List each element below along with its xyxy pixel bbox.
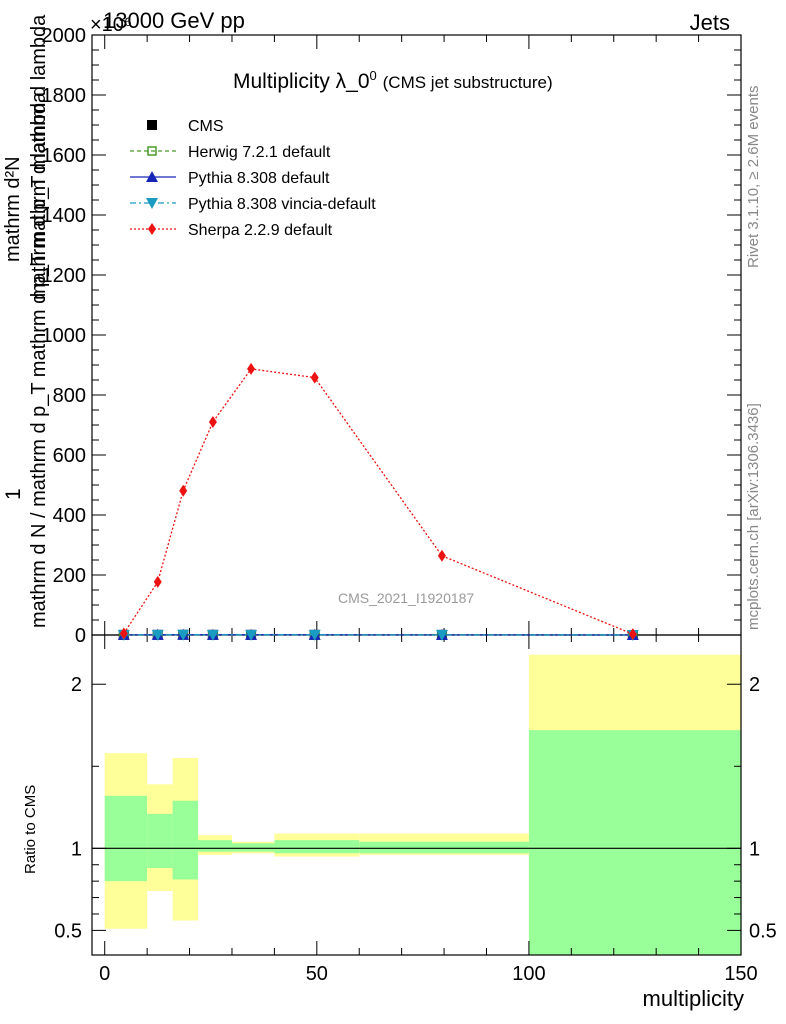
y-tick-label: 1200 (42, 265, 87, 287)
y-label-top-line1: mathrm d²N (2, 156, 24, 262)
x-tick-label: 100 (512, 963, 545, 985)
y-tick-label: 200 (53, 565, 86, 587)
series-4 (119, 362, 637, 641)
y-tick-label: 1400 (42, 205, 87, 227)
analysis-watermark: CMS_2021_I1920187 (338, 590, 475, 606)
series-3 (117, 629, 639, 641)
y-tick-label: 1000 (42, 325, 87, 347)
y-tick-label: 0 (75, 625, 86, 647)
legend-marker-3 (146, 198, 158, 209)
y-tick-label: 600 (53, 445, 86, 467)
x-axis-label: multiplicity (642, 986, 744, 1011)
data-point (151, 629, 164, 641)
ratio-stat-band-6 (359, 841, 529, 854)
ratio-stat-band-1 (147, 813, 173, 869)
process-label: Jets (689, 10, 730, 35)
legend-label-3: Pythia 8.308 vincia-default (188, 196, 376, 213)
legend-label-2: Pythia 8.308 default (188, 170, 330, 187)
data-point (245, 629, 258, 641)
legend-marker-4 (148, 223, 156, 235)
data-point (153, 575, 162, 588)
legend-label-0: CMS (188, 118, 224, 135)
y-label-top-line2: mathrm d p_T mathrm d lambda (28, 14, 50, 300)
ratio-y-tick-label-right: 2 (749, 674, 760, 696)
legend-marker-2 (146, 171, 158, 182)
ratio-y-tick-label-right: 1 (749, 838, 760, 860)
y-tick-label: 800 (53, 385, 86, 407)
legend-group: CMS Herwig 7.2.1 default Pythia 8.308 defa… (130, 118, 376, 239)
ratio-y-tick-label-right: 0.5 (749, 920, 777, 942)
exponent-label: ×10⁶ (90, 14, 133, 36)
data-point (206, 629, 219, 641)
legend-marker-1 (147, 146, 157, 156)
ratio-y-tick-label: 0.5 (54, 920, 82, 942)
data-point (435, 629, 448, 641)
plot-title: Multiplicity λ_00 (CMS jet substructure) (233, 68, 553, 94)
legend-label-1: Herwig 7.2.1 default (188, 144, 331, 161)
legend-label-4: Sherpa 2.2.9 default (188, 222, 333, 239)
x-tick-label: 150 (724, 963, 757, 985)
data-point (177, 629, 190, 641)
rivet-label: Rivet 3.1.10, ≥ 2.6M events (745, 85, 762, 269)
ratio-stat-band-2 (172, 800, 199, 880)
data-point (119, 627, 128, 640)
ratio-stat-band-5 (274, 840, 360, 854)
data-point (208, 416, 217, 428)
series-line-4 (123, 368, 634, 635)
ratio-stat-band-7 (528, 730, 741, 955)
ratio-stat-band-0 (104, 795, 148, 882)
ratio-y-tick-label: 1 (71, 838, 82, 860)
ratio-y-tick-label: 2 (71, 674, 82, 696)
plot-title-main: Multiplicity λ_0 (233, 70, 370, 93)
ratio-stat-band-3 (198, 840, 232, 852)
data-point (308, 629, 321, 641)
y-tick-label: 400 (53, 505, 86, 527)
y-label-numerator: 1 (2, 488, 25, 500)
y-tick-label: 1600 (42, 145, 87, 167)
y-tick-label: 1800 (42, 85, 87, 107)
plot-title-sup: 0 (369, 68, 377, 83)
y-tick-label: 2000 (42, 25, 87, 47)
ratio-y-label: Ratio to CMS (22, 784, 39, 874)
ratio-plot-area (104, 654, 741, 955)
x-tick-label: 50 (306, 963, 328, 985)
legend-marker-0 (147, 120, 157, 130)
plot-title-suffix: (CMS jet substructure) (382, 73, 553, 92)
data-point (310, 371, 319, 384)
data-point (628, 628, 637, 641)
x-tick-label: 0 (99, 963, 110, 985)
energy-label: 13000 GeV pp (103, 8, 245, 33)
data-point (179, 484, 188, 497)
mcplots-label: mcplots.cern.ch [arXiv:1306.3436] (745, 403, 762, 630)
ratio-stat-band-4 (231, 843, 275, 852)
data-point (247, 362, 256, 375)
data-point (437, 549, 446, 562)
